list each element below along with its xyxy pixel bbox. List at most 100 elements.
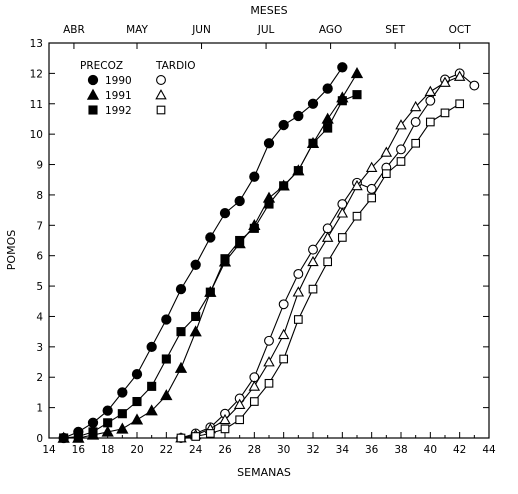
data-point: [293, 268, 304, 279]
data-point: [235, 235, 245, 246]
data-point: [350, 67, 364, 79]
x-tick-label: 42: [453, 444, 466, 456]
month-tick-label: OCT: [449, 24, 472, 36]
legend: PRECOZ TARDIO 1990 1991 1992: [80, 60, 196, 117]
y-tick-label: 6: [36, 251, 43, 263]
x-tick-label: 20: [130, 444, 143, 456]
data-point: [439, 76, 451, 87]
x-tick-label: 18: [101, 444, 114, 456]
data-point: [161, 314, 172, 325]
data-point: [410, 117, 421, 127]
data-point: [220, 424, 230, 434]
data-point: [249, 171, 260, 182]
series-line: [180, 103, 460, 439]
data-point: [189, 325, 202, 337]
data-point: [234, 195, 245, 207]
data-point: [278, 299, 289, 310]
data-point: [191, 311, 201, 322]
data-point: [351, 179, 363, 191]
data-point: [205, 232, 216, 243]
data-point: [352, 211, 362, 221]
data-point: [277, 328, 290, 340]
legend-year-label: 1991: [105, 90, 132, 102]
y-tick-label: 2: [36, 372, 43, 384]
data-point: [103, 418, 113, 428]
y-tick-label: 1: [36, 403, 43, 415]
data-point: [263, 356, 275, 367]
month-tick-label: ABR: [63, 24, 85, 36]
y-tick-label: 0: [36, 433, 43, 445]
data-point: [293, 110, 304, 122]
data-point: [337, 96, 347, 106]
x-tick-label: 38: [394, 444, 407, 456]
y-tick-label: 12: [30, 68, 43, 80]
data-point: [116, 422, 129, 434]
data-point: [160, 389, 173, 401]
data-point: [264, 335, 274, 346]
y-tick-label: 3: [36, 342, 43, 354]
data-point: [264, 199, 274, 209]
tick-labels: 14 16 18 20 22 24 26 28 30 32 34 36 38 40 42 4401234567…: [30, 24, 496, 456]
x-tick-label: 28: [248, 444, 261, 456]
data-point: [365, 161, 378, 172]
x-tick-label: 16: [72, 444, 86, 456]
data-point: [101, 425, 114, 437]
legend-marker-precoz: [86, 88, 100, 100]
data-point: [321, 112, 334, 124]
series-line: [63, 66, 343, 439]
y-tick-label: 11: [30, 99, 43, 111]
data-point: [117, 409, 127, 419]
data-point: [102, 405, 113, 416]
series-tardio-1991: [175, 70, 466, 443]
legend-year-label: 1992: [105, 105, 132, 117]
data-point: [205, 287, 215, 297]
legend-tardio-header: TARDIO: [155, 60, 196, 72]
data-point: [307, 255, 319, 267]
month-tick-label: AGO: [319, 24, 342, 36]
data-point: [248, 380, 261, 391]
data-point: [87, 417, 99, 428]
month-tick-label: JUN: [191, 24, 211, 36]
legend-marker-tardio: [155, 89, 167, 100]
data-point: [380, 146, 393, 157]
series-precoz-1992: [59, 90, 362, 443]
y-tick-label: 10: [30, 129, 43, 141]
month-tick-label: MAY: [126, 24, 148, 36]
data-point: [337, 62, 348, 73]
y-tick-label: 9: [36, 160, 43, 172]
data-point: [263, 138, 275, 149]
y-tick-label: 5: [36, 281, 43, 293]
data-point: [308, 138, 318, 148]
data-point: [73, 431, 83, 442]
series-precoz-1990: [58, 62, 348, 444]
x-tick-label: 44: [482, 444, 496, 456]
legend-year-label: 1990: [105, 75, 132, 87]
data-point: [337, 233, 347, 242]
x-tick-label: 22: [160, 444, 173, 456]
data-point: [293, 166, 303, 176]
data-point: [278, 119, 289, 131]
data-point: [191, 432, 201, 441]
data-point: [424, 85, 437, 97]
data-point: [130, 413, 144, 425]
y-tick-label: 4: [36, 311, 43, 323]
legend-marker-precoz: [88, 105, 98, 115]
data-point: [205, 429, 215, 438]
data-point: [381, 169, 391, 179]
data-point: [425, 117, 435, 127]
legend-marker-precoz: [87, 74, 99, 86]
month-tick-label: JUL: [257, 24, 275, 36]
data-point: [453, 70, 466, 81]
x-axis-title: SEMANAS: [237, 466, 291, 479]
y-axis-title: POMOS: [5, 230, 18, 270]
x-tick-label: 32: [306, 444, 319, 456]
y-tick-label: 8: [36, 190, 43, 202]
data-point: [308, 284, 318, 294]
data-point: [367, 193, 377, 203]
data-point: [396, 157, 406, 166]
data-point: [235, 415, 245, 425]
x-tick-label: 30: [277, 444, 290, 456]
data-point: [220, 254, 230, 264]
data-point: [440, 108, 450, 118]
